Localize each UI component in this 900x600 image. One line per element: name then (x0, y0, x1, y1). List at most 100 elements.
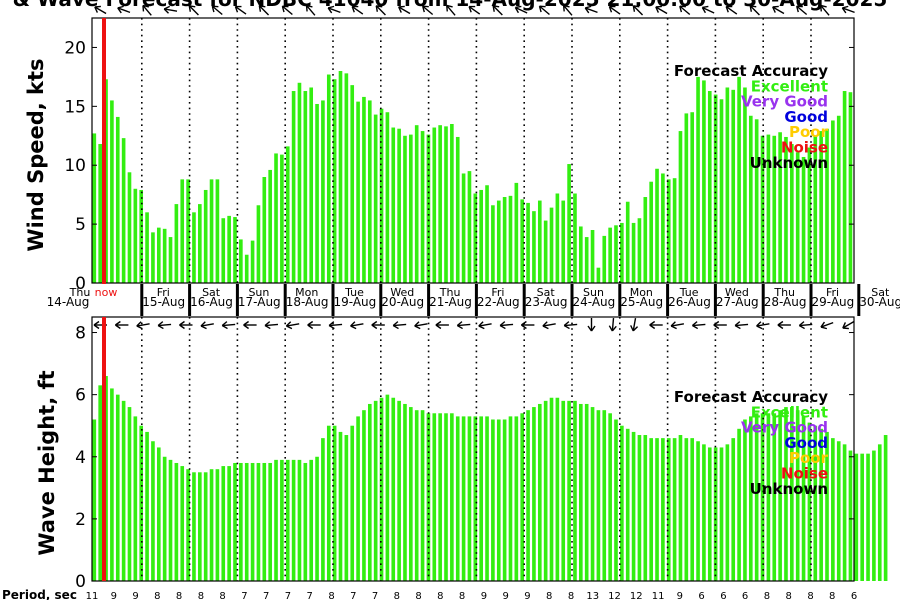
wind-bar (368, 100, 372, 283)
wind-bar (591, 230, 595, 283)
wind-bar (655, 169, 659, 283)
wind-bar (550, 208, 554, 283)
wave-bar (268, 463, 272, 581)
wind-bar (268, 170, 272, 283)
wave-bar (503, 419, 507, 581)
wave-arrow-icon (478, 320, 492, 329)
wind-bar (585, 237, 589, 283)
wind-bar (251, 241, 255, 283)
wave-bar (497, 419, 501, 581)
wind-bar (345, 73, 349, 283)
wave-bar (468, 416, 472, 581)
wind-bar (450, 124, 454, 283)
wind-bar (720, 99, 724, 283)
wave-bar (257, 463, 261, 581)
wind-bar (538, 201, 542, 283)
now-line-wave (102, 317, 106, 581)
wind-bar (626, 202, 630, 283)
wind-bar (198, 204, 202, 283)
wind-bar (491, 205, 495, 283)
wave-direction-arrows (94, 317, 856, 331)
wave-arrow-icon (329, 321, 343, 329)
wind-bar (286, 146, 290, 283)
wave-bar (93, 419, 97, 581)
wave-bar (157, 447, 161, 581)
wind-bar (573, 193, 577, 283)
wave-bar (432, 413, 436, 581)
wave-arrow-icon (714, 322, 727, 329)
wave-arrow-icon (286, 320, 300, 329)
wind-bar (708, 91, 712, 283)
period-value: 8 (328, 591, 334, 600)
wave-y-tick-label: 6 (75, 386, 86, 406)
wave-bar (561, 401, 565, 581)
wave-arrow-icon (436, 322, 449, 329)
wind-bar (403, 136, 407, 283)
wind-bar (292, 91, 296, 283)
period-value: 12 (608, 591, 621, 600)
wave-arrow-icon (200, 320, 214, 329)
wind-bar (274, 153, 278, 283)
date-label: 26-Aug (668, 295, 711, 309)
wind-bar (843, 91, 847, 283)
wave-bar (98, 385, 102, 581)
wind-bar (643, 197, 647, 283)
wind-bar (204, 190, 208, 283)
wave-bar (585, 404, 589, 581)
wind-bar (116, 117, 120, 283)
wave-bar (515, 416, 519, 581)
wave-bar (479, 416, 483, 581)
wind-bar (638, 218, 642, 283)
wave-bar (134, 416, 138, 581)
wind-bar (391, 128, 395, 283)
wind-bar (597, 268, 601, 283)
wave-bar (192, 472, 196, 581)
wave-bar (597, 410, 601, 581)
wave-bar (116, 395, 120, 581)
period-value: 8 (219, 591, 225, 600)
wave-arrow-icon (372, 322, 385, 329)
wave-bar (122, 401, 126, 581)
period-value: 9 (111, 591, 117, 600)
wave-arrow-icon (350, 320, 364, 329)
wave-bar (872, 451, 876, 581)
period-value: 8 (764, 591, 770, 600)
wave-arrow-icon (308, 322, 321, 329)
wind-bar (110, 100, 114, 283)
date-label: 19-Aug (334, 295, 377, 309)
wave-bar (696, 441, 700, 581)
wind-bar (456, 137, 460, 283)
period-value: 7 (285, 591, 291, 600)
wave-bar (321, 438, 325, 581)
wind-bar (415, 125, 419, 283)
wave-bar (655, 438, 659, 581)
wind-bar (690, 112, 694, 283)
wave-bar (667, 438, 671, 581)
wave-arrow-icon (180, 322, 193, 329)
period-value: 8 (176, 591, 182, 600)
wave-bar (491, 419, 495, 581)
date-label: 27-Aug (716, 295, 759, 309)
period-value: 7 (372, 591, 378, 600)
period-value: 7 (307, 591, 313, 600)
wave-bar (251, 463, 255, 581)
wave-arrow-icon (670, 320, 684, 329)
wind-bar (315, 104, 319, 283)
wind-bar (409, 135, 413, 283)
wind-bar (702, 80, 706, 283)
wave-bar (421, 410, 425, 581)
date-label: 25-Aug (620, 295, 663, 309)
period-value: 8 (829, 591, 835, 600)
wave-bar (831, 438, 835, 581)
wind-bar (421, 131, 425, 283)
wave-bar (837, 441, 841, 581)
wave-bar (397, 401, 401, 581)
wind-bar (262, 177, 266, 283)
wave-bar (128, 407, 132, 581)
period-value: 6 (742, 591, 748, 600)
wave-bar (286, 460, 290, 581)
wave-bar (878, 444, 882, 581)
wave-arrow-icon (820, 319, 835, 330)
wave-bar (110, 388, 114, 581)
